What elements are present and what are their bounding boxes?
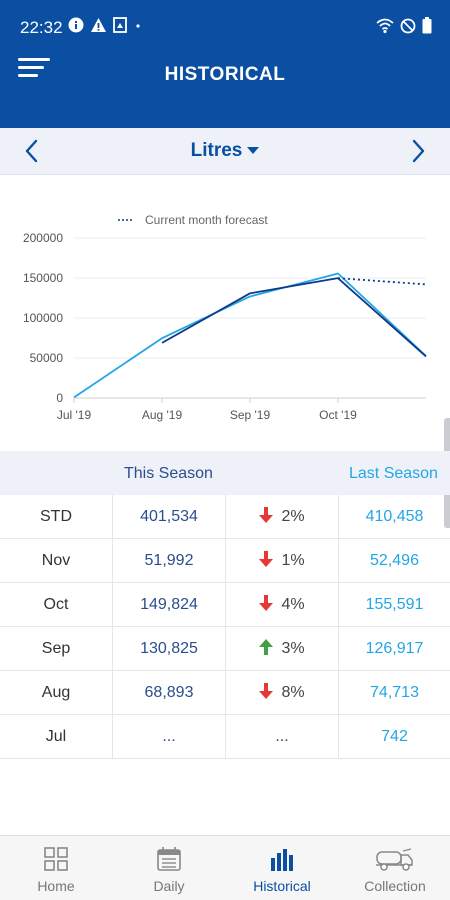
y-tick-label: 0 <box>56 391 63 405</box>
previous-button[interactable] <box>18 136 46 166</box>
legend-label-forecast: Current month forecast <box>145 213 268 227</box>
last-season-line <box>73 272 427 399</box>
row-label: Sep <box>41 640 71 657</box>
last-season-value: 155,591 <box>338 583 450 627</box>
unit-label: Litres <box>190 140 243 161</box>
y-tick-label: 100000 <box>23 311 63 325</box>
this-season-value: 130,825 <box>112 627 225 671</box>
status-bar: 22:32 <box>0 0 450 56</box>
table-row: Sep 130,825 3% 126,917 <box>0 627 450 671</box>
arrow-down-icon <box>259 507 274 524</box>
nav-collection-label: Collection <box>364 878 426 894</box>
chart-svg: 0 50000 100000 150000 200000 Jul '19 Aug '19 Se… <box>23 213 427 422</box>
change-percent: 3% <box>281 640 305 657</box>
x-tick-label: Oct '19 <box>319 408 357 422</box>
y-tick-label: 200000 <box>23 231 63 245</box>
change-cell: 4% <box>225 583 338 627</box>
menu-button[interactable] <box>18 58 50 80</box>
grid-icon <box>44 847 68 871</box>
app-header: 22:32 HISTORICAL <box>0 0 450 128</box>
table-row: Oct 149,824 4% 155,591 <box>0 583 450 627</box>
caret-down-icon <box>247 147 260 155</box>
last-season-value: 74,713 <box>338 671 450 715</box>
table-row: Jul...... 742 <box>0 715 450 759</box>
page-title: HISTORICAL <box>164 64 286 85</box>
next-button[interactable] <box>404 136 432 166</box>
chevron-right-icon <box>412 139 425 163</box>
table-row: Nov 51,992 1% 52,496 <box>0 539 450 583</box>
nav-daily[interactable]: Daily <box>113 836 225 900</box>
arrow-up-icon <box>259 639 274 656</box>
change-percent: 4% <box>281 596 305 613</box>
change-cell: ... <box>225 715 338 759</box>
status-time: 22:32 <box>20 18 63 37</box>
change-cell: 1% <box>225 539 338 583</box>
arrow-down-icon <box>259 551 274 568</box>
x-tick-label: Aug '19 <box>142 408 183 422</box>
bottom-navigation: Home Daily Historical Collection <box>0 835 450 900</box>
change-percent: 1% <box>281 552 305 569</box>
row-label: Jul <box>45 728 67 745</box>
arrow-down-icon <box>259 683 274 700</box>
arrow-down-icon <box>259 595 274 612</box>
unit-dropdown[interactable]: Litres <box>0 140 450 162</box>
forecast-line <box>337 277 427 286</box>
dot-icon <box>136 24 140 28</box>
change-cell: 8% <box>225 671 338 715</box>
this-season-line <box>161 277 427 358</box>
battery-icon <box>422 17 432 34</box>
nav-collection[interactable]: Collection <box>339 836 450 900</box>
wifi-icon <box>376 18 394 33</box>
last-season-value: 52,496 <box>338 539 450 583</box>
last-season-value: 410,458 <box>338 495 450 539</box>
this-season-value: 401,534 <box>112 495 225 539</box>
bar-chart-icon <box>271 849 293 871</box>
row-label: Oct <box>43 596 69 613</box>
this-season-value: 51,992 <box>112 539 225 583</box>
nav-home-label: Home <box>37 878 75 894</box>
nav-historical-label: Historical <box>253 878 311 894</box>
litres-chart: 0 50000 100000 150000 200000 Jul '19 Aug '19 Se… <box>0 200 450 440</box>
x-tick-label: Jul '19 <box>57 408 92 422</box>
y-tick-label: 50000 <box>30 351 64 365</box>
y-tick-label: 150000 <box>23 271 63 285</box>
screenshot-icon <box>113 17 127 33</box>
do-not-disturb-icon <box>400 18 416 33</box>
info-icon <box>68 17 84 33</box>
season-comparison-table: STD 401,534 2% 410,458 Nov 51,992 1% 52,496 Oct 1… <box>0 495 450 759</box>
unit-selector-bar: Litres <box>0 128 450 175</box>
last-season-value: 126,917 <box>338 627 450 671</box>
season-header: This Season Last Season <box>0 451 450 495</box>
this-season-value: ... <box>112 715 225 759</box>
table-row: Aug 68,893 8% 74,713 <box>0 671 450 715</box>
this-season-header: This Season <box>124 465 213 482</box>
change-percent: ... <box>275 728 289 745</box>
change-percent: 2% <box>281 508 305 525</box>
last-season-header: Last Season <box>349 465 438 482</box>
change-cell: 2% <box>225 495 338 539</box>
nav-historical[interactable]: Historical <box>226 836 338 900</box>
change-cell: 3% <box>225 627 338 671</box>
change-percent: 8% <box>281 684 305 701</box>
last-season-value: 742 <box>338 715 450 759</box>
warning-icon <box>91 18 106 32</box>
nav-daily-label: Daily <box>153 878 185 894</box>
truck-icon <box>376 848 413 871</box>
chevron-left-icon <box>25 139 38 163</box>
this-season-value: 149,824 <box>112 583 225 627</box>
nav-home[interactable]: Home <box>0 836 112 900</box>
x-tick-label: Sep '19 <box>230 408 271 422</box>
row-label: Aug <box>41 684 71 701</box>
calendar-icon <box>157 847 181 871</box>
table-row: STD 401,534 2% 410,458 <box>0 495 450 539</box>
this-season-value: 68,893 <box>112 671 225 715</box>
row-label: Nov <box>41 552 71 569</box>
row-label: STD <box>40 508 72 525</box>
